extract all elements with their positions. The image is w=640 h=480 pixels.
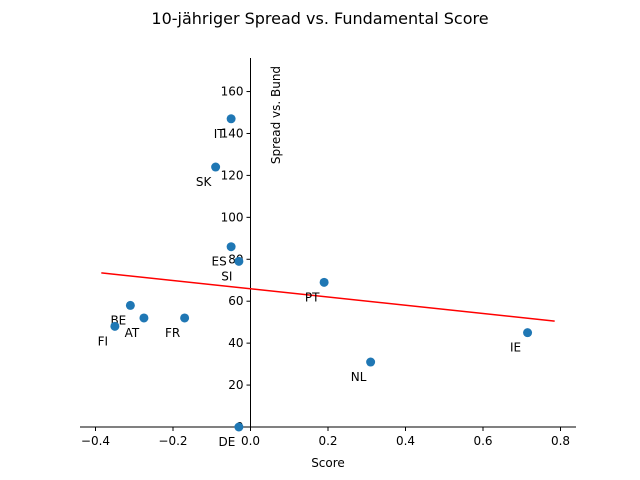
point-label-fi: FI bbox=[98, 334, 108, 348]
point-label-pt: PT bbox=[305, 290, 320, 304]
x-tick-label: 0.4 bbox=[396, 434, 415, 448]
x-tick-label: 0.6 bbox=[473, 434, 492, 448]
x-axis-label: Score bbox=[311, 456, 345, 470]
y-tick-label: 160 bbox=[221, 85, 244, 99]
data-point-it bbox=[226, 114, 236, 124]
point-label-si: SI bbox=[221, 269, 232, 283]
x-tick-label: 0.0 bbox=[241, 434, 260, 448]
data-point-es bbox=[226, 242, 236, 252]
data-point-fi bbox=[110, 321, 120, 331]
point-label-it: IT bbox=[214, 127, 226, 141]
data-point-at bbox=[139, 313, 149, 323]
y-tick-label: 60 bbox=[228, 294, 243, 308]
y-tick-label: 100 bbox=[221, 210, 244, 224]
x-axis-ticks: −0.4 −0.2 0.0 0.2 0.4 0.6 0.8 bbox=[81, 427, 570, 448]
data-point-de bbox=[234, 422, 244, 432]
data-point-fr bbox=[180, 313, 190, 323]
point-label-at: AT bbox=[125, 326, 140, 340]
data-point-pt bbox=[319, 277, 329, 287]
x-tick-label: 0.2 bbox=[318, 434, 337, 448]
point-label-de: DE bbox=[218, 435, 235, 449]
data-point-be bbox=[125, 300, 135, 310]
y-tick-label: 40 bbox=[228, 336, 243, 350]
data-point-si bbox=[234, 256, 244, 266]
y-tick-label: 140 bbox=[221, 126, 244, 140]
y-tick-label: 120 bbox=[221, 168, 244, 182]
data-point-nl bbox=[366, 357, 376, 367]
y-tick-label: 20 bbox=[228, 378, 243, 392]
regression-line bbox=[101, 272, 555, 322]
point-label-ie: IE bbox=[510, 341, 521, 355]
data-point-sk bbox=[211, 162, 221, 172]
x-tick-label: −0.4 bbox=[81, 434, 110, 448]
data-point-ie bbox=[523, 328, 533, 338]
chart-title: 10-jähriger Spread vs. Fundamental Score bbox=[151, 9, 488, 28]
point-label-nl: NL bbox=[351, 370, 367, 384]
x-tick-label: −0.2 bbox=[158, 434, 187, 448]
point-label-fr: FR bbox=[165, 326, 180, 340]
y-axis-label: Spread vs. Bund bbox=[269, 66, 283, 164]
point-label-es: ES bbox=[212, 255, 227, 269]
x-tick-label: 0.8 bbox=[551, 434, 570, 448]
point-label-sk: SK bbox=[196, 175, 213, 189]
